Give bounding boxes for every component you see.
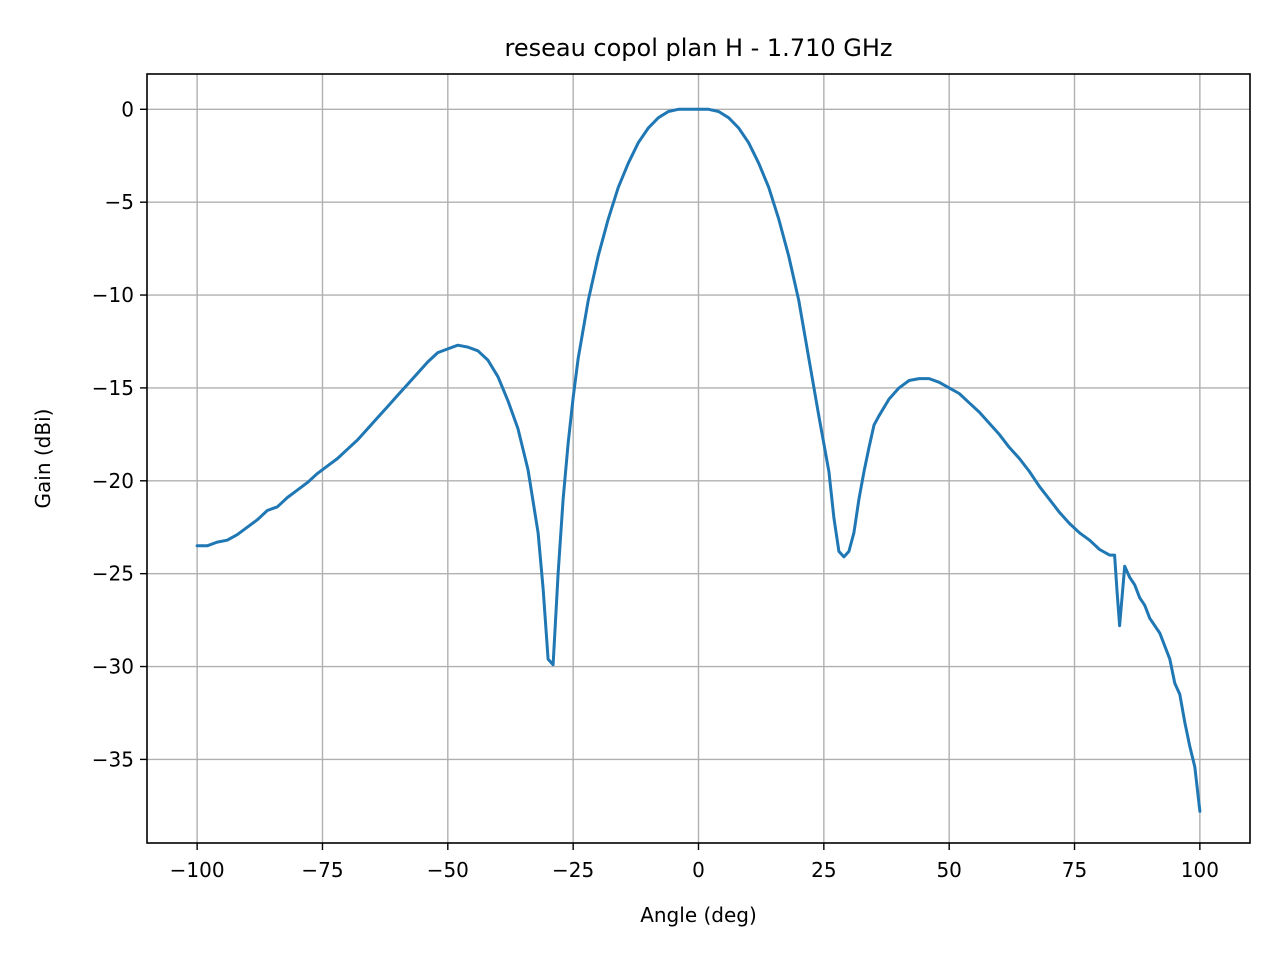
x-tick-label: 100 bbox=[1181, 858, 1219, 882]
series-line-0 bbox=[195, 107, 1202, 813]
tick-layer: −100 −75 −50 −25 0 25 50 75 100 0 −5 −10 −15 −20 −25 −3… bbox=[92, 97, 1219, 882]
y-tick-label: −15 bbox=[92, 376, 134, 400]
y-tick-label: −30 bbox=[92, 655, 134, 679]
y-tick-label: −20 bbox=[92, 469, 134, 493]
y-tick-label: −10 bbox=[92, 283, 134, 307]
y-axis-title: Gain (dBi) bbox=[31, 409, 55, 509]
grid bbox=[147, 74, 1250, 843]
chart-title: reseau copol plan H - 1.710 GHz bbox=[504, 34, 892, 62]
y-tick-label: −5 bbox=[105, 190, 134, 214]
x-tick-label: −100 bbox=[170, 858, 225, 882]
x-tick-label: −50 bbox=[427, 858, 469, 882]
x-tick-label: 50 bbox=[936, 858, 961, 882]
x-tick-label: 0 bbox=[692, 858, 705, 882]
y-tick-label: −35 bbox=[92, 747, 134, 771]
x-tick-label: −25 bbox=[552, 858, 594, 882]
y-tick-label: −25 bbox=[92, 562, 134, 586]
x-tick-label: 25 bbox=[811, 858, 836, 882]
x-tick-label: 75 bbox=[1062, 858, 1087, 882]
y-tick-label: 0 bbox=[121, 97, 134, 121]
x-tick-label: −75 bbox=[301, 858, 343, 882]
x-axis-title: Angle (deg) bbox=[640, 903, 757, 927]
series-layer bbox=[195, 107, 1202, 813]
